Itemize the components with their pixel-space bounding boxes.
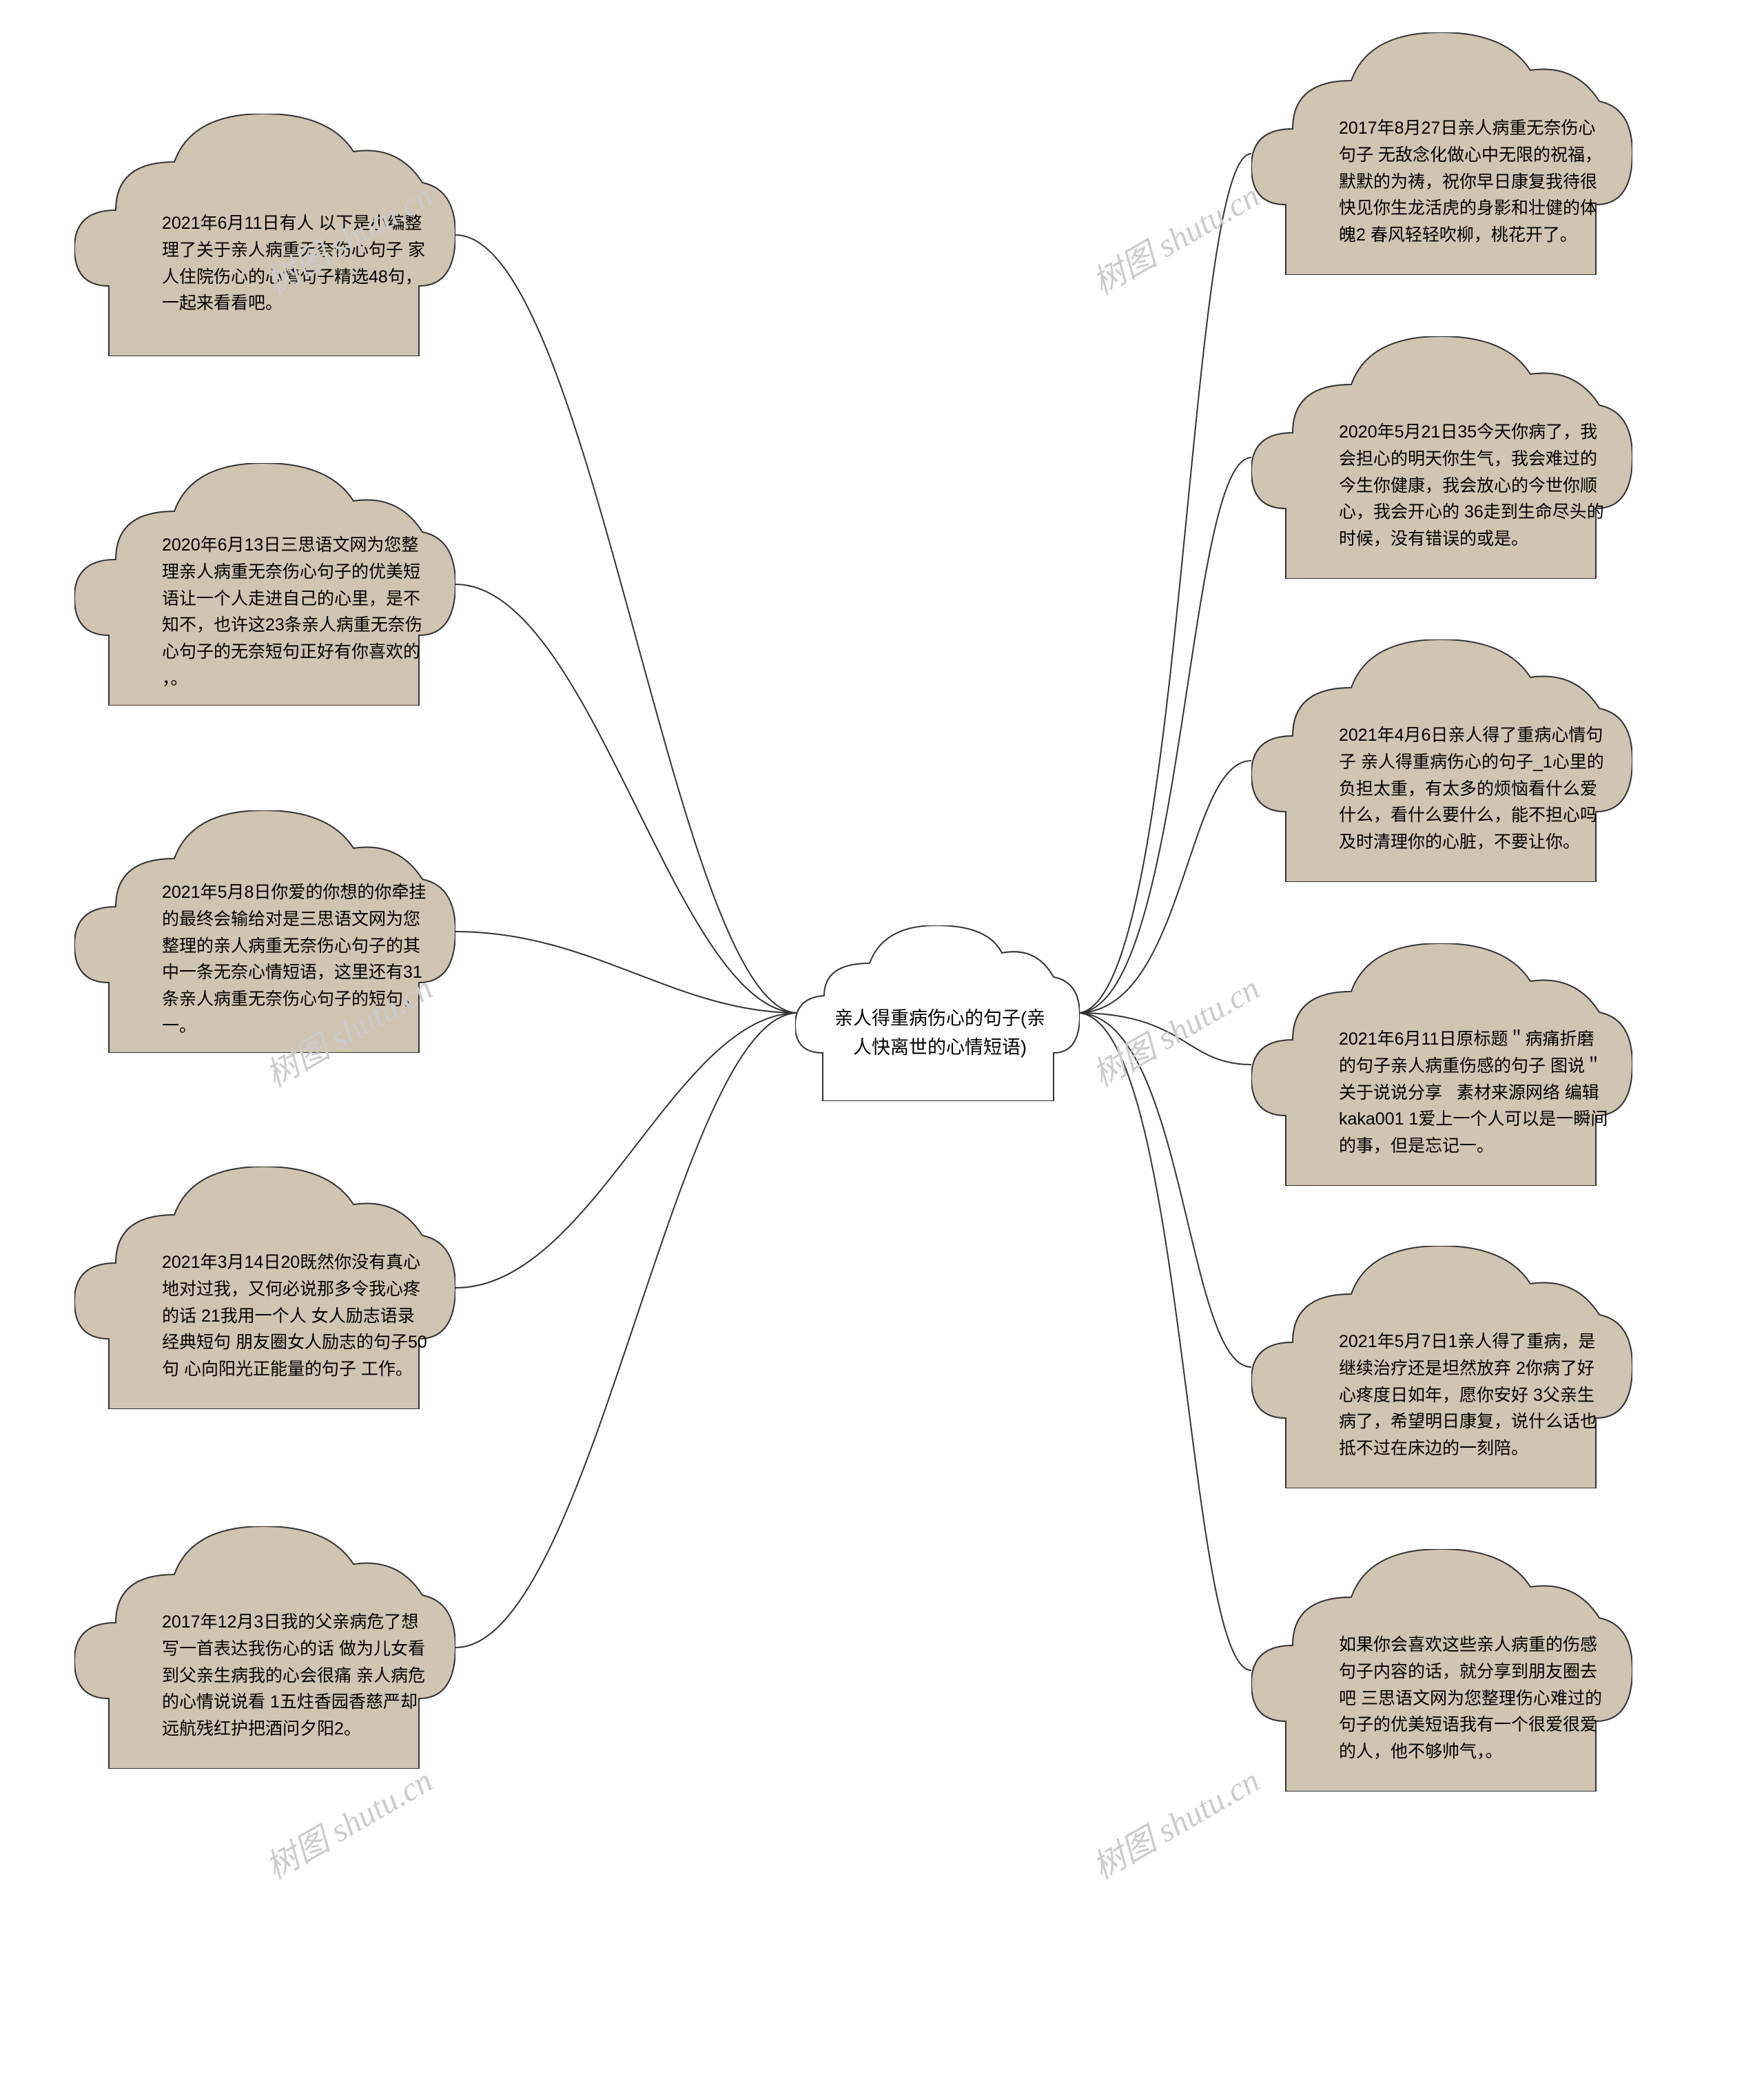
right-node-6-text: 如果你会喜欢这些亲人病重的伤感 句子内容的话，就分享到朋友圈去 吧 三思语文网为… bbox=[1339, 1632, 1614, 1765]
right-node-1: 2017年8月27日亲人病重无奈伤心 句子 无敌念化做心中无限的祝福， 默默的为… bbox=[1251, 32, 1632, 275]
right-node-3-text: 2021年4月6日亲人得了重病心情句 子 亲人得重病伤心的句子_1心里的 负担太… bbox=[1339, 722, 1614, 856]
left-node-1-text: 2021年6月11日有人 以下是小编整 理了关于亲人病重无奈伤心句子 家 人住院… bbox=[162, 210, 438, 317]
right-node-5: 2021年5月7日1亲人得了重病，是 继续治疗还是坦然放弃 2你病了好 心疼度日… bbox=[1251, 1246, 1632, 1488]
left-node-3: 2021年5月8日你爱的你想的你牵挂 的最终会输给对是三思语文网为您 整理的亲人… bbox=[74, 810, 455, 1053]
mindmap-canvas: 2021年6月11日有人 以下是小编整 理了关于亲人病重无奈伤心句子 家 人住院… bbox=[0, 0, 1764, 2083]
left-node-5: 2017年12月3日我的父亲病危了想 写一首表达我伤心的话 做为儿女看 到父亲生… bbox=[74, 1526, 455, 1769]
right-node-3: 2021年4月6日亲人得了重病心情句 子 亲人得重病伤心的句子_1心里的 负担太… bbox=[1251, 639, 1632, 882]
right-node-6: 如果你会喜欢这些亲人病重的伤感 句子内容的话，就分享到朋友圈去 吧 三思语文网为… bbox=[1251, 1549, 1632, 1792]
right-node-1-text: 2017年8月27日亲人病重无奈伤心 句子 无敌念化做心中无限的祝福， 默默的为… bbox=[1339, 115, 1614, 249]
right-node-4: 2021年6月11日原标题＂病痛折磨 的句子亲人病重伤感的句子 图说＂ 关于说说… bbox=[1251, 943, 1632, 1186]
right-node-4-text: 2021年6月11日原标题＂病痛折磨 的句子亲人病重伤感的句子 图说＂ 关于说说… bbox=[1339, 1026, 1614, 1160]
right-node-5-text: 2021年5月7日1亲人得了重病，是 继续治疗还是坦然放弃 2你病了好 心疼度日… bbox=[1339, 1328, 1614, 1462]
left-node-2-text: 2020年6月13日三思语文网为您整 理亲人病重无奈伤心句子的优美短 语让一个人… bbox=[162, 532, 438, 692]
left-node-2: 2020年6月13日三思语文网为您整 理亲人病重无奈伤心句子的优美短 语让一个人… bbox=[74, 463, 455, 706]
left-node-3-text: 2021年5月8日你爱的你想的你牵挂 的最终会输给对是三思语文网为您 整理的亲人… bbox=[162, 879, 438, 1040]
right-node-2: 2020年5月21日35今天你病了，我 会担心的明天你生气，我会难过的 今生你健… bbox=[1251, 336, 1632, 579]
left-node-1: 2021年6月11日有人 以下是小编整 理了关于亲人病重无奈伤心句子 家 人住院… bbox=[74, 114, 455, 356]
right-node-2-text: 2020年5月21日35今天你病了，我 会担心的明天你生气，我会难过的 今生你健… bbox=[1339, 419, 1614, 553]
left-node-4: 2021年3月14日20既然你没有真心 地对过我，又何必说那多令我心疼 的话 2… bbox=[74, 1167, 455, 1409]
left-node-5-text: 2017年12月3日我的父亲病危了想 写一首表达我伤心的话 做为儿女看 到父亲生… bbox=[162, 1609, 438, 1743]
left-node-4-text: 2021年3月14日20既然你没有真心 地对过我，又何必说那多令我心疼 的话 2… bbox=[162, 1249, 438, 1383]
center-node-text: 亲人得重病伤心的句子(亲 人快离世的心情短语) bbox=[833, 1005, 1047, 1063]
center-node: 亲人得重病伤心的句子(亲 人快离世的心情短语) bbox=[795, 925, 1080, 1101]
